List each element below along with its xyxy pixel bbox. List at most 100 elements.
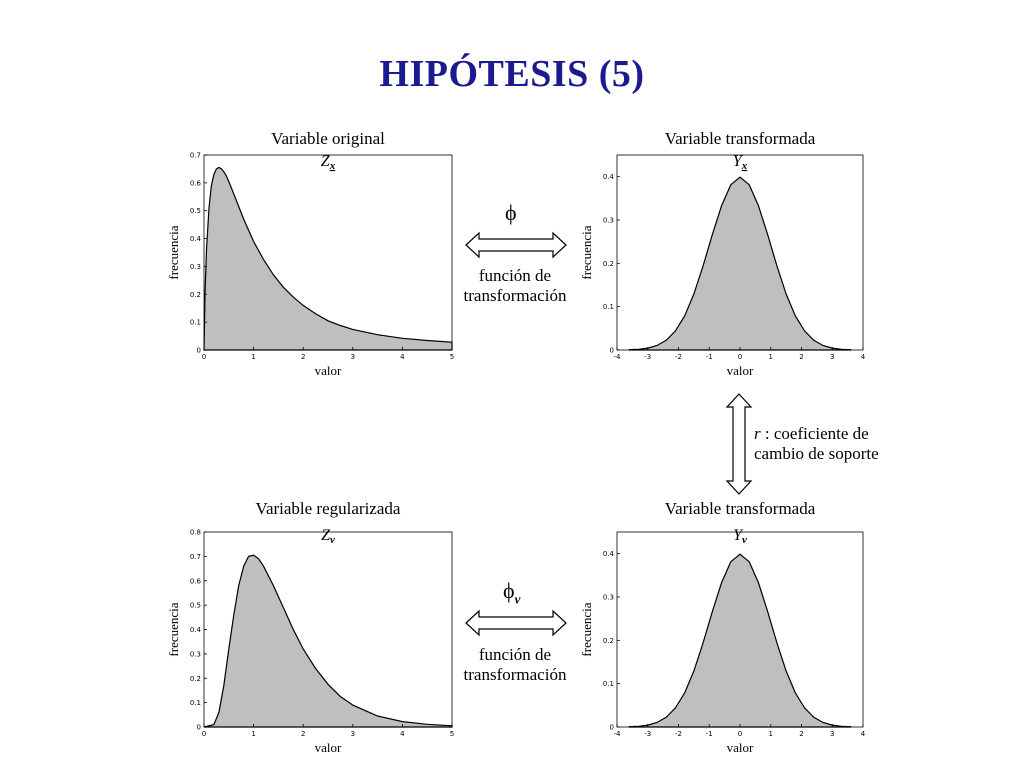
y-tick-label: 0.6 — [190, 179, 202, 187]
x-tick-label: 1 — [251, 730, 255, 738]
transform-label-top-line1: función de — [478, 266, 552, 285]
symbol-subscript: v — [330, 534, 335, 546]
symbol-letter: Z — [321, 527, 331, 544]
transform-label-top-line2: transformación — [463, 286, 567, 305]
y-tick-label: 0.7 — [190, 553, 201, 561]
phi-symbol-bottom: ϕv — [503, 578, 520, 607]
x-tick-label: 2 — [799, 730, 803, 738]
symbol-subscript: x — [329, 160, 336, 172]
y-tick-label: 0.3 — [603, 594, 614, 602]
chart-variable-transformada-top: Variable transformada Yx -4 -3 -2 -1 0 1 2 3 4 0 0.1… — [579, 129, 866, 378]
transform-label-top: función de transformación — [445, 266, 585, 306]
chart-variable-symbol: Zx — [321, 153, 336, 172]
support-label-line1: r : coeficiente de — [754, 424, 914, 444]
chart-variable-symbol: Yx — [733, 153, 748, 172]
chart-variable-transformada-bottom: Variable transformada Yv -4 -3 -2 -1 0 1 2 3 4 0 0.1… — [579, 499, 866, 755]
y-axis-label: frecuencia — [579, 225, 594, 279]
y-tick-label: 0 — [197, 724, 201, 732]
y-tick-label: 0.8 — [190, 529, 201, 537]
y-tick-label: 0.1 — [603, 303, 614, 311]
chart-title: Variable transformada — [665, 129, 816, 148]
x-axis-label: valor — [315, 740, 342, 755]
transform-label-bottom: función de transformación — [445, 645, 585, 685]
x-tick-label: 2 — [799, 353, 803, 361]
symbol-letter: Z — [321, 153, 331, 170]
x-tick-label: -2 — [675, 353, 682, 361]
chart-variable-original: Variable original Zx 0 1 2 3 4 5 0 0.1 0.2 0.3 0.4 0.… — [166, 129, 454, 378]
x-tick-label: 2 — [301, 730, 305, 738]
x-tick-label: -1 — [706, 730, 713, 738]
x-tick-label: 4 — [861, 353, 866, 361]
plot-frame — [203, 154, 453, 351]
x-tick-label: 1 — [251, 353, 255, 361]
x-tick-label: -3 — [644, 353, 651, 361]
x-tick-label: 3 — [830, 353, 834, 361]
x-tick-label: 1 — [769, 730, 773, 738]
distribution-area — [203, 554, 453, 728]
x-tick-label: 4 — [400, 353, 405, 361]
y-tick-label: 0 — [197, 347, 201, 355]
arrow-shape-top — [465, 231, 567, 259]
y-tick-label: 0.4 — [190, 626, 202, 634]
slide-title: HIPÓTESIS (5) — [379, 53, 645, 95]
y-tick-label: 0 — [610, 347, 614, 355]
y-tick-label: 0.2 — [190, 675, 201, 683]
x-tick-label: 0 — [738, 730, 742, 738]
x-tick-label: 3 — [351, 353, 355, 361]
phi-top-glyph: ϕ — [505, 200, 517, 225]
x-tick-label: -4 — [614, 353, 622, 361]
y-tick-label: 0.2 — [603, 637, 614, 645]
symbol-subscript: v — [742, 534, 747, 546]
distribution-area — [628, 553, 852, 728]
x-tick-label: -1 — [706, 353, 713, 361]
double-arrow-horizontal-top — [465, 231, 567, 259]
support-label-line2: cambio de soporte — [754, 444, 879, 463]
phi-bottom-subscript: v — [514, 591, 521, 607]
symbol-letter: Y — [733, 527, 744, 544]
arrow-shape-vertical — [725, 393, 753, 495]
x-axis-label: valor — [315, 363, 342, 378]
y-tick-label: 0.5 — [190, 602, 201, 610]
y-tick-label: 0.2 — [190, 291, 201, 299]
y-tick-label: 0.5 — [190, 207, 201, 215]
phi-symbol-top: ϕ — [505, 200, 517, 226]
support-text-1: : coeficiente de — [760, 424, 869, 443]
symbol-subscript: x — [741, 160, 748, 172]
x-tick-label: 3 — [830, 730, 834, 738]
arrow-shape-bottom — [465, 609, 567, 637]
support-symbol-r: r — [754, 424, 761, 443]
double-arrow-horizontal-bottom — [465, 609, 567, 637]
chart-variable-symbol: Yv — [733, 527, 747, 546]
distribution-area — [203, 166, 453, 351]
y-tick-label: 0.3 — [190, 263, 201, 271]
y-tick-label: 0.1 — [190, 319, 201, 327]
x-axis-label: valor — [727, 363, 754, 378]
phi-bottom-glyph: ϕ — [503, 578, 515, 603]
chart-title: Variable regularizada — [256, 499, 401, 518]
chart-variable-regularizada: Variable regularizada Zv 0 1 2 3 4 5 0 0.1 0.2 0.3 0… — [166, 499, 454, 755]
distribution-area — [628, 176, 852, 351]
x-tick-label: 0 — [202, 730, 206, 738]
y-tick-label: 0.4 — [603, 173, 615, 181]
x-tick-label: 5 — [450, 730, 454, 738]
x-tick-label: 4 — [400, 730, 405, 738]
y-tick-label: 0.2 — [603, 260, 614, 268]
y-tick-label: 0.3 — [603, 217, 614, 225]
y-tick-label: 0.1 — [190, 699, 201, 707]
x-tick-label: -3 — [644, 730, 651, 738]
y-tick-label: 0.6 — [190, 577, 202, 585]
y-tick-label: 0.3 — [190, 650, 201, 658]
y-axis-label: frecuencia — [579, 602, 594, 656]
x-tick-label: 3 — [351, 730, 355, 738]
chart-title: Variable original — [271, 129, 385, 148]
y-axis-label: frecuencia — [166, 602, 181, 656]
chart-variable-symbol: Zv — [321, 527, 335, 546]
chart-title: Variable transformada — [665, 499, 816, 518]
x-tick-label: -4 — [614, 730, 622, 738]
x-tick-label: 1 — [769, 353, 773, 361]
support-coefficient-label: r : coeficiente de cambio de soporte — [754, 424, 914, 464]
double-arrow-vertical — [725, 393, 753, 495]
y-tick-label: 0.4 — [603, 550, 615, 558]
y-tick-label: 0.1 — [603, 680, 614, 688]
y-tick-label: 0 — [610, 724, 614, 732]
